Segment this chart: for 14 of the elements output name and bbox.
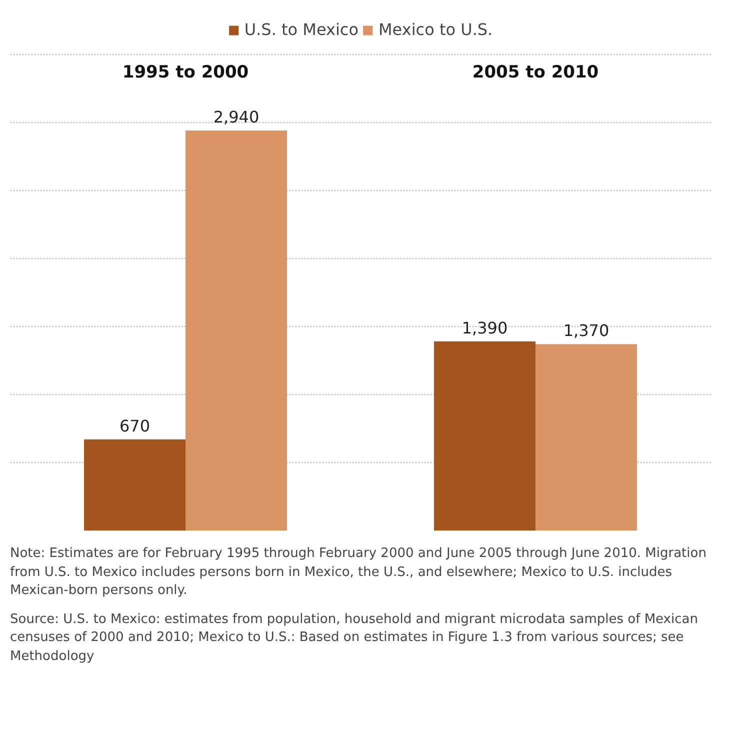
text: Note: Estimates are for February 1995 through February 2000 and June 2005 through June 2010. Migration from U.S. to Mexico includes persons born in Mexico, the U.S., and elsewhere; Mexico to U.S. includes Mexican-born persons only.	[10, 545, 708, 600]
x-tick-label: 1995 to 2000	[122, 62, 249, 82]
legend-label: Mexico to U.S.	[378, 20, 493, 39]
data-label: 2,940	[213, 108, 260, 126]
bar	[434, 341, 536, 530]
bar	[186, 130, 287, 530]
source-note: Source: U.S. to Mexico: estimates from population, household and migrant microdata samples of Mexican censuses of 2000 and 2010; Mexico to U.S.: Based on estimates in Figure 1.3 from various sources; see Methodology	[10, 610, 699, 666]
data-label: 1,390	[462, 318, 508, 338]
bar	[536, 344, 637, 530]
data-label: 1,370	[563, 321, 610, 340]
bar	[84, 439, 186, 530]
x-tick-label: 2005 to 2010	[472, 62, 599, 82]
data-label: 670	[119, 416, 150, 436]
legend-label: U.S. to Mexico	[244, 20, 358, 39]
